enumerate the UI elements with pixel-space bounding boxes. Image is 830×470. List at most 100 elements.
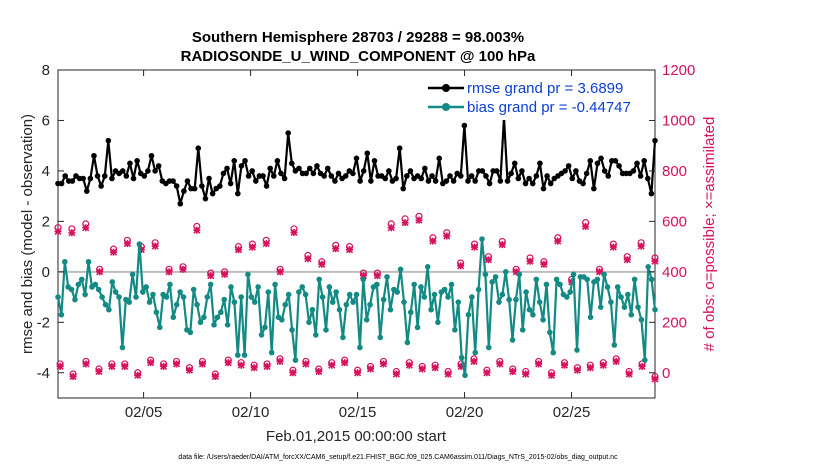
obs-assimilated-marker <box>151 242 159 250</box>
obs-assimilated-marker <box>560 361 569 369</box>
bias-point <box>567 289 573 295</box>
legend-rmse-marker <box>442 84 450 92</box>
rmse-point <box>69 178 76 184</box>
right-tick-label: 800 <box>662 163 687 180</box>
bias-point <box>150 291 156 298</box>
right-tick-label: 400 <box>662 264 687 281</box>
left-tick-label: 2 <box>42 213 50 230</box>
rmse-point <box>202 195 209 202</box>
rmse-point <box>371 158 378 164</box>
obs-assimilated-marker <box>586 364 594 372</box>
rmse-point <box>641 158 648 164</box>
chart-title-line1: Southern Hemisphere 28703 / 29288 = 98.0… <box>192 29 524 46</box>
bias-point <box>513 296 519 303</box>
bias-point <box>475 286 482 293</box>
legend-bias-marker <box>442 103 450 111</box>
bias-point <box>509 337 516 343</box>
bias-point <box>540 316 546 323</box>
obs-assimilated-marker <box>595 268 604 276</box>
bias-point <box>323 327 329 333</box>
obs-assimilated-marker <box>121 362 129 371</box>
bias-point <box>136 241 143 247</box>
rmse-point <box>529 180 536 187</box>
bias-point <box>479 236 485 242</box>
obs-assimilated-marker <box>134 371 142 379</box>
rmse-point <box>479 168 486 174</box>
bias-point <box>441 286 448 293</box>
obs-assimilated-marker <box>250 364 258 372</box>
bias-point <box>357 344 363 351</box>
rmse-point <box>105 137 112 144</box>
bias-point <box>197 319 204 326</box>
bias-point <box>482 271 489 278</box>
right-axis-label: # of obs: o=possible; ×=assimilated <box>701 117 718 352</box>
bias-point <box>289 327 295 333</box>
obs-assimilated-marker <box>108 362 116 371</box>
bias-point <box>519 327 526 333</box>
rmse-point <box>184 178 191 184</box>
rmse-point <box>288 160 295 167</box>
bias-point <box>231 299 238 305</box>
bias-point <box>350 299 356 305</box>
rmse-point <box>457 173 464 179</box>
obs-assimilated-marker <box>512 268 520 276</box>
left-tick-label: 0 <box>42 264 50 281</box>
obs-assimilated-marker <box>470 243 479 251</box>
x-tick-label: 02/05 <box>125 404 163 421</box>
legend-rmse-label: rmse grand pr = 3.6899 <box>467 80 623 97</box>
rmse-point <box>594 160 601 167</box>
rmse-point <box>601 168 608 174</box>
bias-point <box>642 357 648 363</box>
bias-point <box>536 299 543 305</box>
bias-point <box>445 294 451 300</box>
bias-point <box>401 299 407 305</box>
obs-assimilated-marker <box>379 360 387 368</box>
bias-point <box>302 291 309 298</box>
rmse-point <box>281 175 288 182</box>
bias-point <box>336 306 343 313</box>
rmse-point <box>191 185 198 192</box>
rmse-point <box>253 178 259 184</box>
bias-point <box>523 289 529 295</box>
rmse-point <box>141 173 148 179</box>
bias-point <box>628 311 635 318</box>
bias-point <box>550 349 557 356</box>
obs-assimilated-marker <box>387 224 395 232</box>
bias-point <box>597 304 604 310</box>
obs-assimilated-marker <box>623 256 631 264</box>
rmse-point <box>245 173 252 179</box>
rmse-point <box>605 173 612 179</box>
rmse-point <box>83 188 90 194</box>
obs-assimilated-marker <box>68 229 76 237</box>
bias-point <box>645 264 652 270</box>
obs-assimilated-marker <box>289 369 297 377</box>
bias-point <box>611 342 618 348</box>
obs-assimilated-marker <box>304 255 312 263</box>
obs-assimilated-marker <box>554 237 562 245</box>
bias-point <box>102 301 109 308</box>
rmse-point <box>217 183 223 189</box>
bias-point <box>129 271 136 278</box>
obs-assimilated-marker <box>526 257 534 265</box>
rmse-point <box>652 137 658 144</box>
bias-point <box>363 316 370 323</box>
bias-point <box>452 327 458 333</box>
obs-assimilated-marker <box>263 362 271 371</box>
rmse-point <box>249 168 256 174</box>
rmse-point <box>231 158 238 164</box>
rmse-point <box>127 160 133 167</box>
bias-point <box>638 316 645 323</box>
bias-point <box>458 354 465 361</box>
obs-assimilated-marker <box>651 257 659 265</box>
obs-assimilated-marker <box>248 243 256 251</box>
rmse-point <box>145 168 151 174</box>
bias-point <box>530 311 536 318</box>
rmse-point <box>148 152 155 159</box>
bias-point <box>262 324 268 331</box>
rmse-point <box>206 175 212 182</box>
bias-point <box>489 279 495 285</box>
rmse-point <box>583 170 590 177</box>
rmse-point <box>447 173 453 179</box>
rmse-point <box>155 163 162 169</box>
rmse-point <box>465 178 471 184</box>
